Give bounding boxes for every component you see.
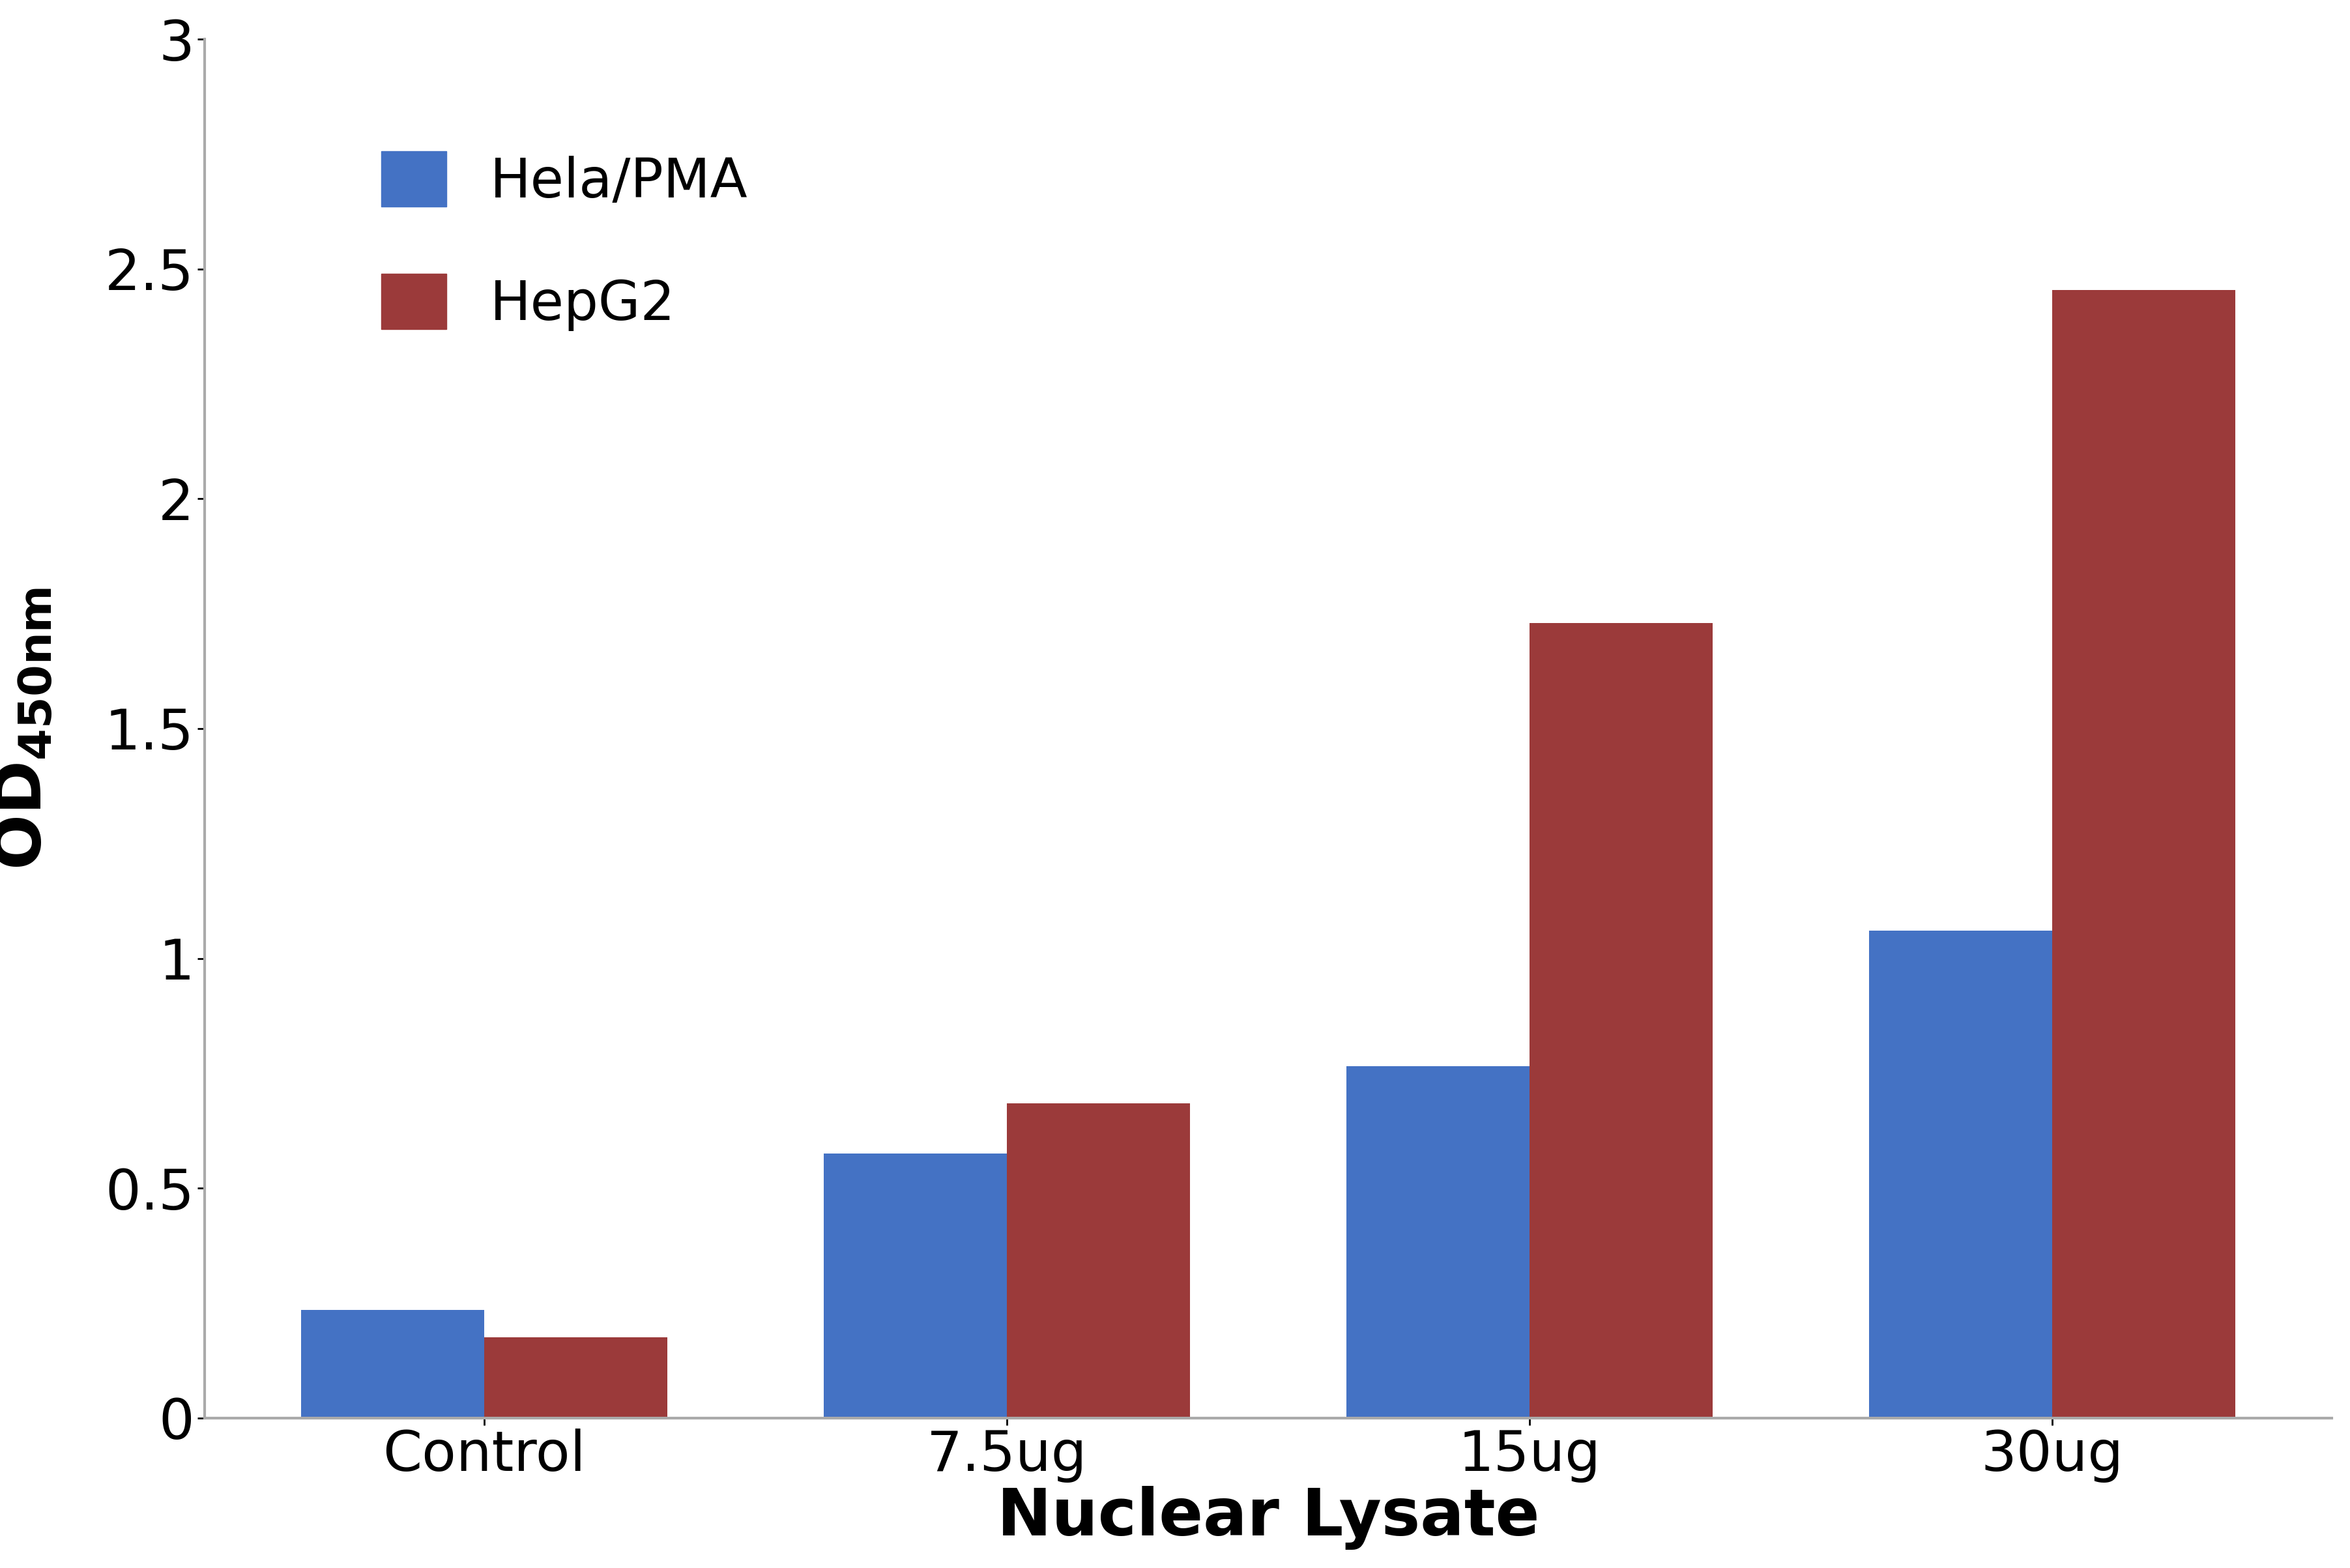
Bar bbox=[1347, 1066, 1530, 1417]
Bar bbox=[1006, 1104, 1189, 1417]
Bar bbox=[1530, 622, 1713, 1417]
Bar bbox=[301, 1309, 484, 1417]
Bar bbox=[1868, 931, 2052, 1417]
Text: OD$_{\mathregular{450nm}}$: OD$_{\mathregular{450nm}}$ bbox=[0, 586, 56, 870]
Bar bbox=[484, 1338, 667, 1417]
X-axis label: Nuclear Lysate: Nuclear Lysate bbox=[996, 1486, 1539, 1549]
Bar bbox=[2052, 290, 2235, 1417]
Legend: Hela/PMA, HepG2: Hela/PMA, HepG2 bbox=[338, 108, 792, 375]
Bar bbox=[825, 1154, 1006, 1417]
